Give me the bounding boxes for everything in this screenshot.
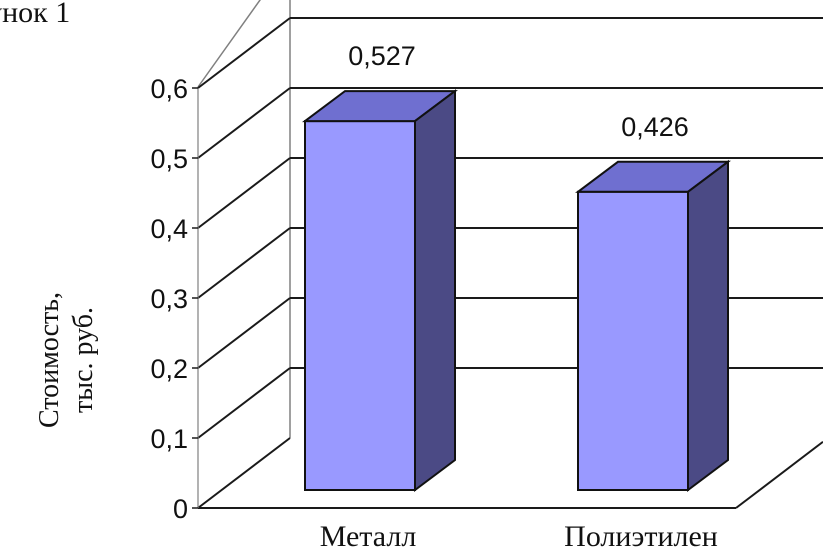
gridline-side-6 bbox=[197, 17, 291, 89]
y-tick-label-1: 0,1 bbox=[150, 424, 188, 454]
data-label-1: 0,426 bbox=[621, 112, 689, 142]
bar-front-0 bbox=[304, 120, 416, 491]
y-tick-label-0: 0 bbox=[173, 494, 188, 524]
side-wall-top-edge bbox=[197, 0, 261, 88]
gridline-side-4 bbox=[197, 157, 291, 229]
y-tick-label-5: 0,5 bbox=[150, 144, 188, 174]
y-tick-label-6: 0,6 bbox=[150, 74, 188, 104]
gridline-side-5 bbox=[197, 87, 291, 159]
bars bbox=[302, 89, 731, 492]
floor-right-edge bbox=[735, 441, 823, 509]
caption-fragment: чунок 1 bbox=[0, 0, 70, 29]
y-axis-title-line-0: Стоимость, bbox=[34, 292, 65, 428]
gridline-side-0 bbox=[197, 437, 291, 509]
bar-side-0 bbox=[414, 89, 456, 492]
y-tick-label-2: 0,2 bbox=[150, 354, 188, 384]
y-tick-label-4: 0,4 bbox=[150, 214, 188, 244]
gridline-side-2 bbox=[197, 297, 291, 369]
bar-front-1 bbox=[577, 190, 689, 492]
gridline-side-1 bbox=[197, 367, 291, 439]
category-label-0: Металл bbox=[320, 520, 417, 553]
data-label-0: 0,527 bbox=[348, 41, 416, 71]
y-tick-label-3: 0,3 bbox=[150, 284, 188, 314]
y-axis-title-line-1: тыс. руб. bbox=[68, 307, 99, 413]
category-label-1: Полиэтилен bbox=[564, 520, 718, 553]
bar-side-1 bbox=[687, 159, 729, 492]
gridline-side-3 bbox=[197, 227, 291, 299]
y-axis-title: Стоимость, тыс. руб. bbox=[34, 292, 99, 428]
chart-text: 0 0,1 0,2 0,3 0,4 0,5 0,6 0,527 Металл 0,426 Полиэ… bbox=[34, 41, 718, 553]
